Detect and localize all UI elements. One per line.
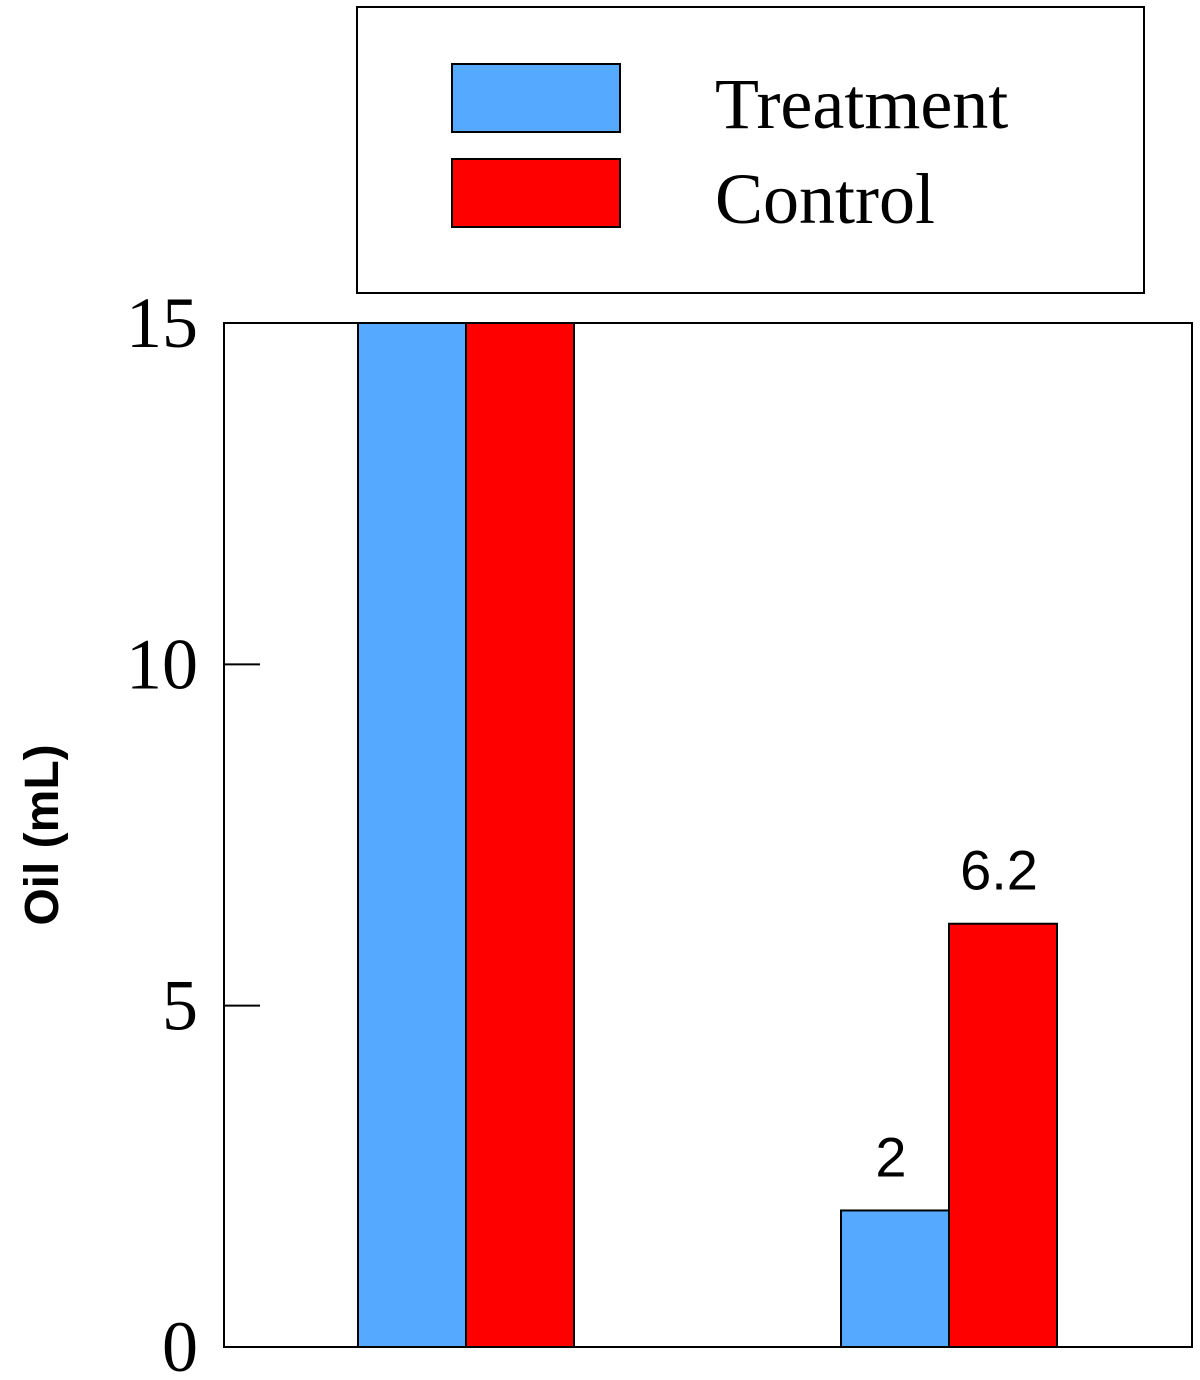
bar-treatment-2 (840, 1209, 950, 1349)
y-axis-title: Oil (mL) (16, 744, 69, 925)
bars (357, 322, 1058, 1349)
plot-frame (223, 322, 1193, 1348)
data-labels: 26.2 (875, 839, 1038, 1189)
bar-control-2 (948, 922, 1058, 1348)
legend-swatch-control (451, 158, 621, 228)
legend-frame (356, 6, 1145, 294)
legend: Treatment Control (356, 6, 1145, 294)
legend-label-control: Control (715, 159, 935, 239)
y-tick-label: 10 (126, 624, 198, 704)
data-label-control-2: 6.2 (960, 839, 1038, 902)
y-tick-label: 15 (126, 283, 198, 363)
bar-treatment-1 (357, 322, 467, 1348)
legend-swatch-treatment (451, 63, 621, 133)
data-label-treatment-2: 2 (875, 1125, 906, 1188)
y-axis-ticks: 0 5 10 15 (126, 283, 260, 1380)
y-tick-label: 5 (162, 966, 198, 1046)
legend-label-treatment: Treatment (715, 64, 1008, 144)
y-tick-label: 0 (162, 1307, 198, 1380)
bar-control-1 (465, 322, 575, 1348)
